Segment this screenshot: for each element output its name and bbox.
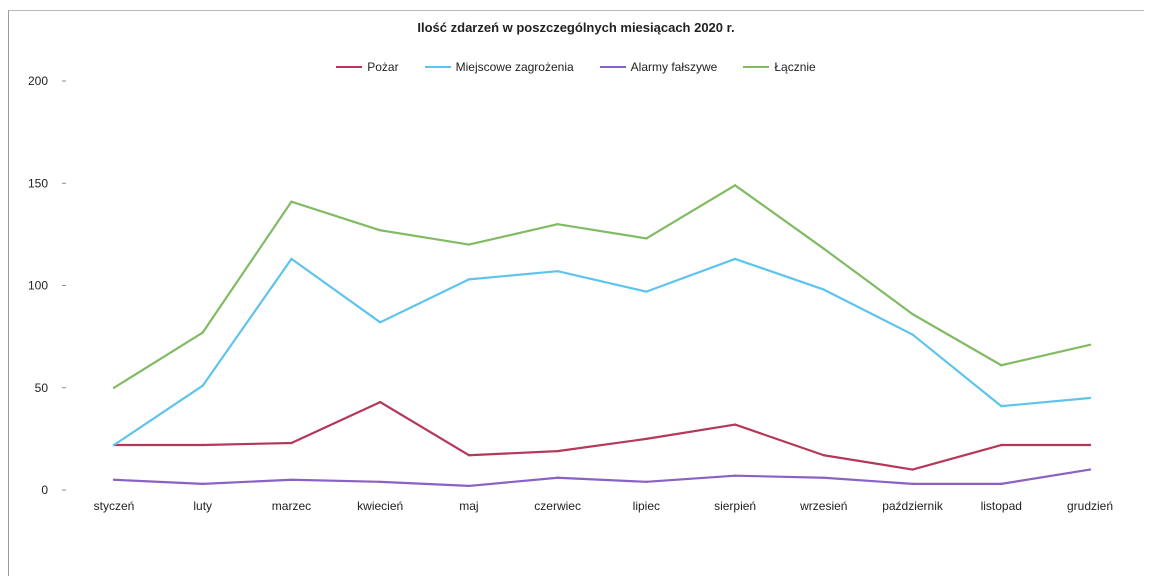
data-point [733,474,737,477]
data-point [201,384,204,387]
x-tick-label: kwiecień [357,499,403,513]
x-tick-label: luty [193,499,212,513]
data-point [911,482,914,486]
data-point [378,321,382,324]
y-tick-label: 150 [28,176,48,190]
chart-frame [8,10,1144,576]
data-point [556,222,559,226]
data-point [733,423,737,426]
y-tick-label: 50 [35,381,49,395]
chart-legend: Pożar Miejscowe zagrożenia Alarmy fałszywe… [0,60,1152,74]
series-line [114,400,1090,471]
data-point [733,184,737,187]
data-point [112,443,116,447]
x-tick-label: czerwiec [534,499,581,513]
legend-swatch [743,66,770,68]
data-point [201,443,204,447]
data-point [911,468,914,471]
data-point [378,480,382,484]
legend-label: Łącznie [774,60,816,74]
legend-swatch [599,66,626,68]
data-point [911,312,914,316]
data-point [112,386,116,389]
data-point [1088,343,1092,347]
data-point [1000,404,1003,408]
legend-swatch [336,66,363,68]
data-point [645,437,648,441]
data-point [645,480,648,484]
legend-label: Miejscowe zagrożenia [455,60,574,74]
x-tick-label: październik [882,499,944,513]
legend-item: Alarmy fałszywe [599,60,718,74]
data-point [822,454,826,457]
data-point [822,476,826,479]
data-point [1088,443,1092,447]
series-line [113,184,1091,389]
data-point [290,257,293,261]
data-point [290,200,293,203]
data-point [1088,468,1092,471]
data-point [112,478,116,481]
data-point [1000,364,1003,367]
x-tick-label: marzec [272,499,311,513]
legend-item: Miejscowe zagrożenia [424,60,574,74]
data-point [733,257,737,261]
data-point [1000,443,1003,447]
y-tick-label: 100 [28,279,48,293]
data-point [467,454,471,457]
legend-swatch [424,66,451,68]
data-point [290,441,293,445]
data-point [645,290,648,293]
x-tick-label: lipiec [633,499,660,513]
data-point [822,247,826,250]
data-point [467,278,471,281]
series-line [113,468,1091,488]
data-point [911,333,914,336]
legend-label: Pożar [367,60,399,74]
data-point [467,243,471,246]
legend-label: Alarmy fałszywe [630,60,718,74]
x-tick-label: styczeń [94,499,135,513]
y-tick-label: 0 [41,483,48,497]
x-tick-label: grudzień [1067,499,1113,513]
data-point [1000,482,1003,486]
x-tick-label: wrzesień [799,499,847,513]
data-point [467,484,471,488]
data-point [556,449,559,453]
data-point [645,237,648,240]
x-tick-label: sierpień [714,499,756,513]
y-tick-label: 200 [28,74,48,88]
data-point [1088,396,1092,400]
chart-title: Ilość zdarzeń w poszczególnych miesiącac… [417,20,735,35]
x-tick-label: maj [459,499,478,513]
data-point [378,229,382,232]
legend-item: Pożar [336,60,399,74]
data-point [822,288,826,291]
data-point [556,476,559,479]
x-tick-label: listopad [981,499,1022,513]
data-point [378,400,382,404]
series-line [113,257,1091,446]
data-point [290,478,293,481]
data-point [201,482,204,486]
data-point [556,269,559,273]
legend-item: Łącznie [743,60,816,74]
data-point [201,331,204,334]
